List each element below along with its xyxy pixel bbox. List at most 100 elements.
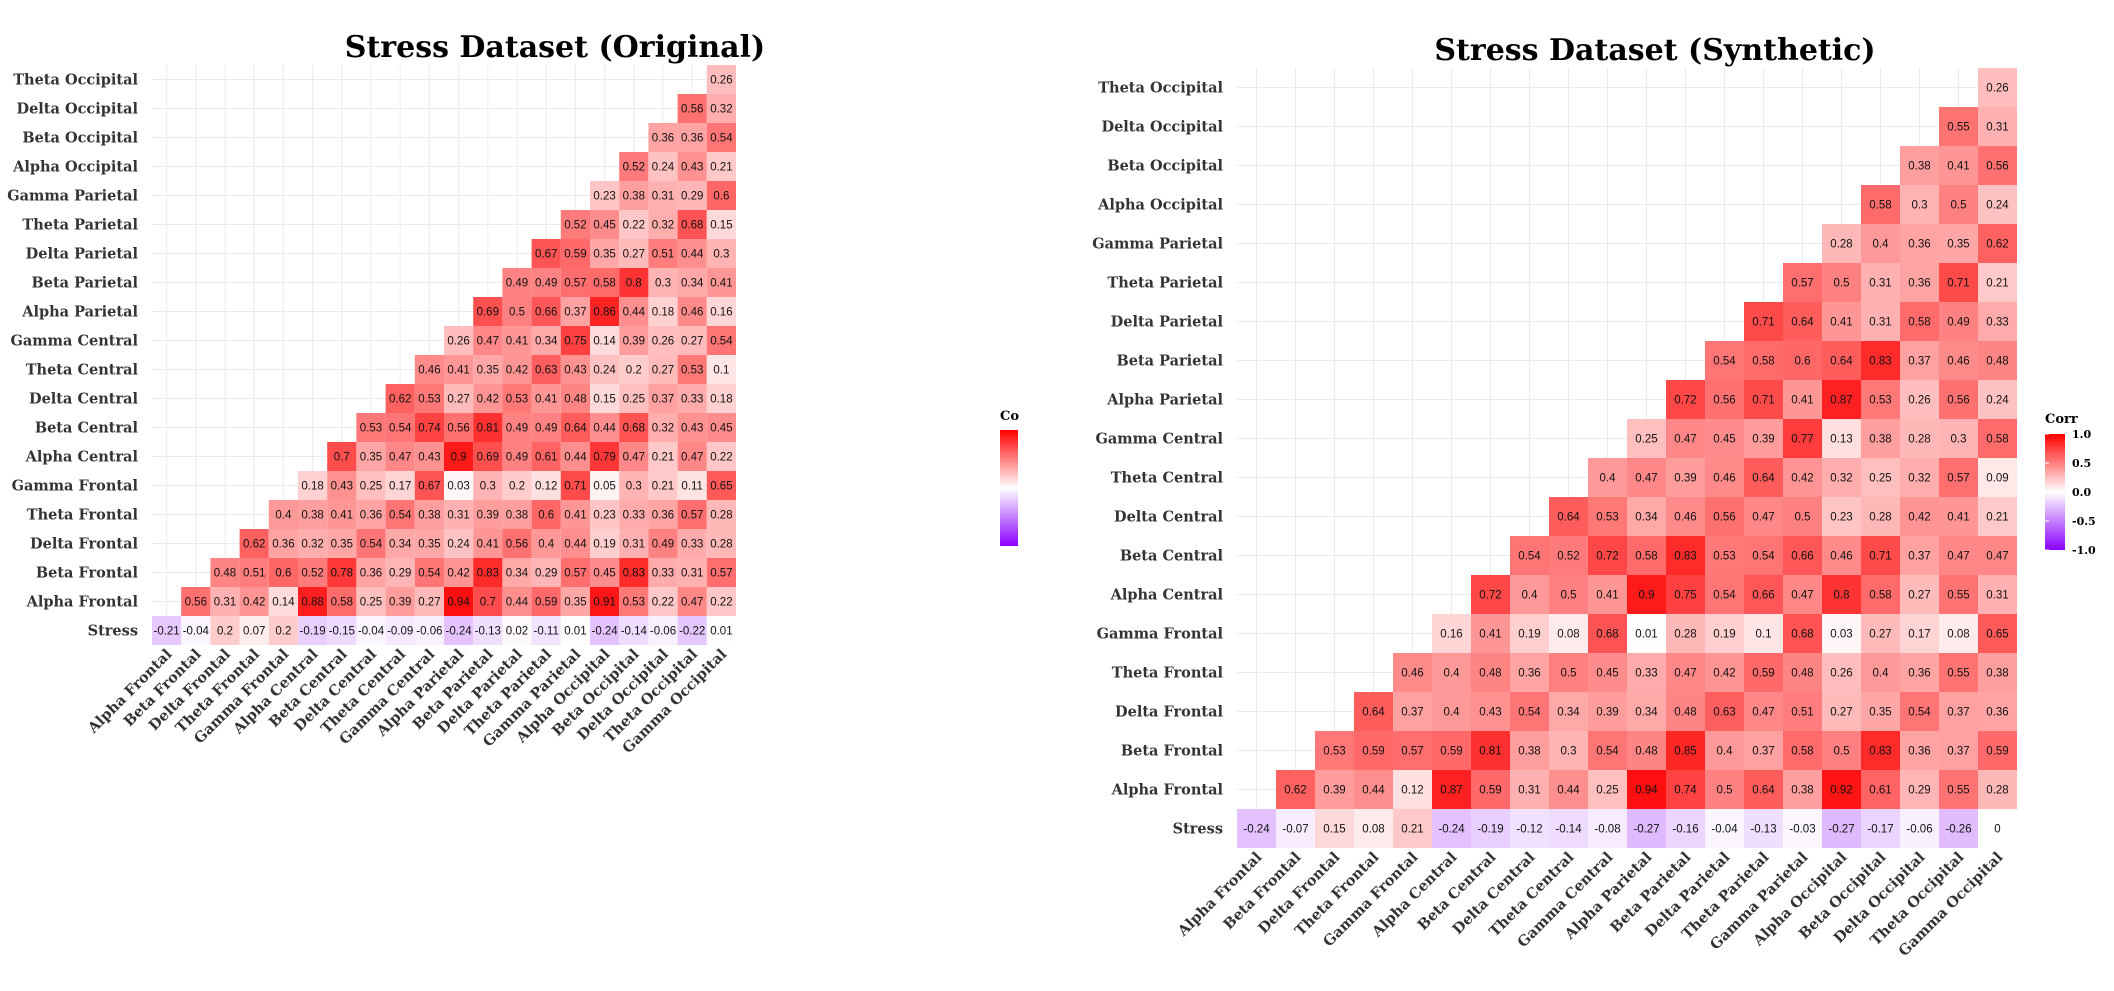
heatmap-cell (1978, 536, 2017, 575)
cell-label: 0.7 (334, 452, 350, 464)
cell-label: 0.63 (535, 365, 557, 377)
cell-label: 0.18 (301, 481, 323, 493)
cell-label: 0.6 (1795, 356, 1811, 368)
heatmap-cell (1978, 185, 2017, 224)
cell-label: -0.14 (1555, 824, 1582, 836)
cell-label: 0.53 (1596, 512, 1618, 524)
heatmap-cell (1666, 692, 1705, 731)
y-tick-label: Alpha Occipital (1097, 197, 1223, 214)
cell-label: 0.31 (1986, 122, 2008, 134)
cell-label: 0.53 (681, 365, 703, 377)
cell-label: 0.54 (1596, 746, 1619, 758)
cell-label: 0.36 (1908, 278, 1930, 290)
cell-label: 0.65 (710, 481, 732, 493)
y-tick-label: Theta Central (26, 362, 139, 379)
heatmap-cell (590, 616, 620, 645)
cell-label: 0.47 (681, 597, 703, 609)
cell-label: 0.2 (217, 626, 233, 638)
cell-label: 0.43 (1479, 707, 1501, 719)
cell-label: 0.37 (1908, 551, 1930, 563)
cell-label: 0.35 (1947, 239, 1969, 251)
cell-label: 0.08 (1557, 629, 1579, 641)
cell-label: 0.08 (1947, 629, 1969, 641)
cell-label: 0.4 (1873, 239, 1890, 251)
cell-label: 0.47 (681, 452, 703, 464)
heatmap-cell (619, 268, 649, 297)
heatmap-cell (1705, 731, 1744, 770)
cell-label: 0.36 (652, 510, 674, 522)
heatmap-cell (327, 558, 357, 587)
heatmap-cell (473, 558, 503, 587)
heatmap-cell (1627, 653, 1666, 692)
heatmap-cell (706, 268, 736, 297)
heatmap-cell (1627, 419, 1666, 458)
heatmap-cell (531, 326, 561, 355)
cell-label: 0.58 (331, 597, 353, 609)
y-tick-label: Alpha Central (1110, 587, 1224, 604)
cell-label: 0.54 (1713, 590, 1736, 602)
heatmap-cell (590, 384, 620, 413)
cell-label: 0.3 (713, 249, 729, 261)
heatmap-cell (1744, 302, 1783, 341)
cell-label: 0.27 (1869, 629, 1891, 641)
cell-label: 0.41 (564, 510, 586, 522)
heatmap-cell (1978, 302, 2017, 341)
cell-label: 0.41 (1947, 512, 1969, 524)
heatmap-cell (1939, 224, 1978, 263)
cell-label: 0.34 (1635, 512, 1658, 524)
y-tick-label: Stress (1173, 821, 1223, 838)
heatmap-cell (1978, 653, 2017, 692)
heatmap-cell (1822, 263, 1861, 302)
cell-label: 0.6 (275, 568, 291, 580)
cell-label: 0.02 (506, 626, 528, 638)
heatmap-cell (1861, 224, 1900, 263)
cell-label: 0.39 (389, 597, 411, 609)
cell-label: 0.54 (389, 423, 412, 435)
y-tick-label: Delta Occipital (17, 101, 139, 118)
heatmap-cell (1978, 68, 2017, 107)
cell-label: 0.58 (1791, 746, 1813, 758)
heatmap-panel-1: Stress Dataset (Original) 0.26 0.56 0.32 0.3… (7, 30, 1019, 757)
cell-label: 0.57 (710, 568, 732, 580)
cell-label: 0.18 (652, 307, 674, 319)
cell-label: 0.71 (1752, 317, 1774, 329)
cell-label: 0.52 (1557, 551, 1579, 563)
heatmap-cell (1861, 731, 1900, 770)
cell-label: 0.41 (1947, 161, 1969, 173)
heatmap-cell (1705, 419, 1744, 458)
cell-label: 0.5 (1561, 668, 1577, 680)
cell-label: 0.23 (1830, 512, 1852, 524)
heatmap-cell (648, 413, 678, 442)
heatmap-cell (1393, 653, 1432, 692)
cell-label: 0.64 (1557, 512, 1580, 524)
heatmap-cell (1978, 692, 2017, 731)
cell-label: 0.44 (1362, 785, 1385, 797)
heatmap-cell (1354, 809, 1393, 848)
cell-label: 0.64 (564, 423, 587, 435)
heatmap-cell (560, 558, 590, 587)
cell-label: 0.05 (593, 481, 615, 493)
heatmap-cell (1549, 614, 1588, 653)
heatmap-cell (239, 587, 269, 616)
cell-label: 0.64 (1752, 473, 1775, 485)
heatmap-cell (1861, 809, 1900, 848)
heatmap-cell (414, 384, 444, 413)
y-tick-label: Theta Central (1111, 470, 1224, 487)
heatmap-cell (298, 587, 328, 616)
cell-label: 0.35 (360, 452, 382, 464)
heatmap-cell (531, 587, 561, 616)
cell-label: 0.25 (1869, 473, 1891, 485)
heatmap-cell (531, 529, 561, 558)
heatmap-cell (1393, 770, 1432, 809)
cell-label: 0.37 (1947, 746, 1969, 758)
heatmap-cell (560, 210, 590, 239)
heatmap-cell (706, 500, 736, 529)
heatmap-cell (1978, 575, 2017, 614)
cell-label: -0.13 (475, 626, 501, 638)
heatmap-cell (1627, 770, 1666, 809)
heatmap-cell (356, 529, 386, 558)
cell-label: 0.8 (1834, 590, 1850, 602)
heatmap-cell (327, 587, 357, 616)
cell-label: 0.36 (1908, 668, 1930, 680)
y-tick-label: Gamma Central (1096, 431, 1224, 448)
